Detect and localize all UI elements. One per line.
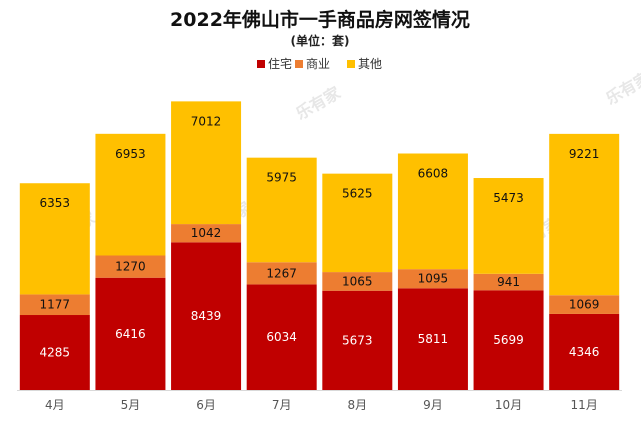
bar-0-0 [19, 315, 90, 390]
chart-subtitle: (单位：套) [291, 33, 350, 48]
bar-7-0 [549, 313, 620, 390]
data-label-4-0: 5673 [342, 333, 373, 347]
data-label-2-1: 1042 [191, 226, 222, 240]
bar-1-2 [95, 133, 166, 256]
data-label-1-0: 6416 [115, 327, 146, 341]
watermark-2: 乐有家 [293, 83, 345, 124]
data-label-0-0: 4285 [40, 346, 71, 360]
data-label-3-1: 1267 [266, 266, 297, 280]
bar-1-0 [95, 277, 166, 390]
data-label-5-0: 5811 [418, 332, 449, 346]
data-label-4-1: 1065 [342, 274, 373, 288]
data-label-0-2: 6353 [40, 196, 71, 210]
data-label-5-2: 6608 [418, 167, 449, 181]
legend: 住宅 商业 其他 [257, 56, 382, 71]
data-label-2-0: 8439 [191, 309, 222, 323]
bar-5-1 [397, 269, 468, 289]
chart-title: 2022年佛山市一手商品房网签情况 [170, 8, 470, 31]
bar-2-2 [171, 101, 242, 225]
data-label-5-1: 1095 [418, 272, 449, 286]
data-label-2-2: 7012 [191, 114, 222, 128]
data-label-3-0: 6034 [266, 330, 297, 344]
legend-label-2: 其他 [358, 57, 382, 71]
legend-label-1: 商业 [306, 56, 330, 71]
data-label-7-2: 9221 [569, 147, 600, 161]
bar-2-0 [171, 242, 242, 390]
x-tick-label-7: 11月 [571, 398, 598, 412]
bar-7-2 [549, 133, 620, 296]
watermark-7: 乐有家 [603, 68, 641, 109]
legend-swatch-1 [295, 60, 303, 68]
bar-2-1 [171, 224, 242, 243]
bar-4-1 [322, 272, 393, 291]
data-label-7-0: 4346 [569, 345, 600, 359]
legend-swatch-2 [347, 60, 355, 68]
bar-5-2 [397, 153, 468, 270]
x-tick-label-4: 8月 [347, 398, 367, 412]
data-label-0-1: 1177 [40, 298, 71, 312]
bar-6-1 [473, 273, 544, 291]
bar-6-2 [473, 178, 544, 274]
data-label-1-2: 6953 [115, 147, 146, 161]
bar-4-2 [322, 173, 393, 273]
bars [19, 101, 620, 390]
x-tick-label-3: 7月 [272, 398, 292, 412]
data-label-7-1: 1069 [569, 298, 600, 312]
bar-0-1 [19, 294, 90, 316]
bar-0-2 [19, 183, 90, 295]
data-label-6-1: 941 [497, 275, 520, 289]
bar-6-0 [473, 290, 544, 390]
data-label-6-2: 5473 [493, 191, 524, 205]
x-tick-label-0: 4月 [45, 398, 65, 412]
legend-label-0: 住宅 [268, 56, 292, 71]
x-tick-label-6: 10月 [495, 398, 522, 412]
data-label-1-1: 1270 [115, 260, 146, 274]
bar-1-1 [95, 255, 166, 278]
data-label-6-0: 5699 [493, 333, 524, 347]
data-label-4-2: 5625 [342, 187, 373, 201]
data-labels: 4285 1177 6353 6416 1270 6953 8439 1042 7012 6034… [40, 114, 600, 359]
bar-5-0 [397, 288, 468, 390]
bar-7-1 [549, 295, 620, 314]
data-label-3-2: 5975 [266, 171, 297, 185]
x-tick-label-1: 5月 [121, 398, 141, 412]
x-axis: 4月 5月 6月 7月 8月 9月 10月 11月 [17, 390, 622, 412]
bar-3-0 [246, 284, 317, 390]
bar-4-0 [322, 290, 393, 390]
legend-swatch-0 [257, 60, 265, 68]
x-tick-label-5: 9月 [423, 398, 443, 412]
x-tick-label-2: 6月 [196, 398, 216, 412]
bar-3-1 [246, 262, 317, 285]
bar-3-2 [246, 157, 317, 263]
